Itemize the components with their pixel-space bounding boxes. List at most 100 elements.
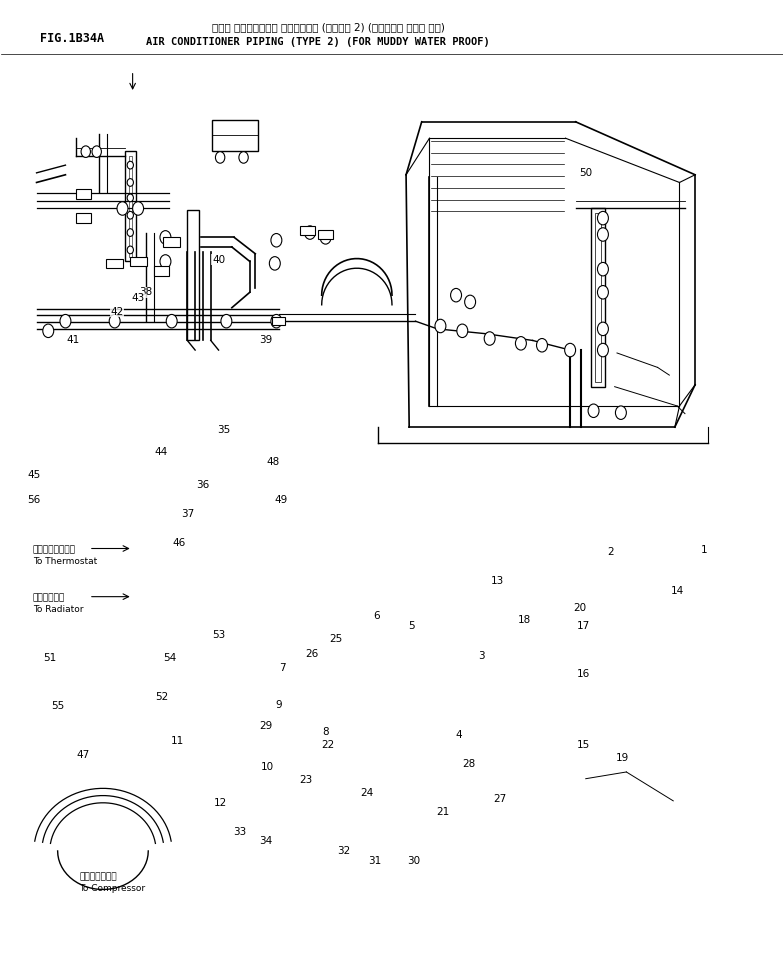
Bar [125, 151, 136, 262]
Circle shape [304, 226, 315, 240]
Circle shape [271, 315, 281, 327]
Circle shape [127, 246, 133, 254]
Circle shape [615, 406, 626, 419]
Bar [154, 267, 169, 276]
Text: 35: 35 [217, 425, 230, 435]
Circle shape [588, 404, 599, 417]
Text: 44: 44 [155, 447, 168, 457]
Bar [318, 230, 333, 240]
Text: 3: 3 [478, 651, 485, 662]
Text: 38: 38 [140, 287, 153, 298]
Text: 37: 37 [180, 509, 194, 519]
Text: 6: 6 [373, 611, 379, 621]
Text: 53: 53 [212, 630, 225, 640]
Circle shape [239, 152, 249, 163]
Circle shape [109, 315, 120, 327]
Circle shape [270, 257, 281, 270]
Circle shape [597, 322, 608, 335]
Text: 42: 42 [111, 306, 124, 317]
Text: 14: 14 [670, 586, 684, 596]
Text: エアー コンディショナ パイピング゛ (タイプ゛ 2) (ドロミス゛ ボウシ ヨウ): エアー コンディショナ パイピング゛ (タイプ゛ 2) (ドロミス゛ ボウシ ヨ… [212, 22, 445, 33]
Text: 41: 41 [67, 335, 80, 346]
Text: FIG.1B34A: FIG.1B34A [41, 32, 104, 45]
Text: 12: 12 [213, 798, 227, 808]
Text: 8: 8 [322, 726, 329, 736]
Text: コンプレッサへ
To Compressor: コンプレッサへ To Compressor [79, 872, 146, 894]
Circle shape [485, 331, 495, 345]
Text: 10: 10 [260, 762, 274, 772]
Text: 29: 29 [259, 721, 272, 730]
Circle shape [457, 324, 468, 337]
Bar [212, 120, 258, 151]
Circle shape [160, 255, 171, 269]
Text: 1: 1 [701, 546, 708, 555]
Text: 7: 7 [279, 663, 286, 673]
Bar [591, 209, 605, 386]
Text: 45: 45 [27, 470, 41, 480]
Circle shape [435, 319, 446, 332]
Circle shape [597, 212, 608, 225]
Text: サーモスタットへ
To Thermostat: サーモスタットへ To Thermostat [33, 545, 97, 566]
Text: 34: 34 [259, 837, 272, 846]
Text: 24: 24 [361, 788, 374, 798]
Text: 47: 47 [77, 750, 90, 759]
Text: 22: 22 [321, 740, 335, 750]
Text: 25: 25 [329, 634, 343, 644]
Bar [299, 226, 315, 236]
Circle shape [127, 229, 133, 237]
Circle shape [127, 161, 133, 169]
Bar [129, 257, 147, 267]
Text: 48: 48 [267, 457, 280, 467]
Text: 52: 52 [155, 692, 168, 702]
Text: 20: 20 [573, 603, 586, 613]
Circle shape [117, 202, 128, 215]
Text: ラジェータへ
To Radiator: ラジェータへ To Radiator [33, 593, 83, 613]
Text: 39: 39 [259, 335, 272, 346]
Text: 50: 50 [579, 168, 592, 178]
Text: 17: 17 [577, 620, 590, 631]
Text: 26: 26 [306, 649, 319, 660]
Text: 43: 43 [132, 293, 145, 303]
Bar [75, 189, 91, 199]
Bar [129, 156, 132, 257]
Circle shape [536, 338, 547, 352]
Text: 33: 33 [233, 827, 246, 837]
Circle shape [597, 343, 608, 356]
Bar [273, 317, 285, 325]
Text: 28: 28 [462, 759, 475, 769]
Bar [595, 213, 601, 382]
Text: 46: 46 [173, 538, 186, 548]
Circle shape [597, 263, 608, 276]
Bar [187, 211, 199, 340]
Bar [75, 213, 91, 223]
Bar [163, 238, 180, 247]
Text: 54: 54 [163, 653, 176, 664]
Text: 55: 55 [51, 701, 64, 712]
Circle shape [271, 234, 281, 247]
Text: 9: 9 [275, 699, 282, 710]
Text: 19: 19 [616, 753, 629, 763]
Circle shape [221, 315, 232, 327]
Text: 13: 13 [491, 577, 504, 586]
Text: 27: 27 [493, 794, 506, 804]
Text: 30: 30 [408, 856, 420, 866]
Bar [106, 259, 123, 269]
Circle shape [160, 231, 171, 244]
Circle shape [166, 315, 177, 327]
Text: 32: 32 [337, 846, 350, 856]
Circle shape [515, 336, 526, 350]
Text: 18: 18 [518, 614, 532, 625]
Circle shape [597, 228, 608, 242]
Circle shape [60, 315, 71, 327]
Circle shape [564, 343, 575, 356]
Text: AIR CONDITIONER PIPING (TYPE 2) (FOR MUDDY WATER PROOF): AIR CONDITIONER PIPING (TYPE 2) (FOR MUD… [146, 37, 490, 47]
Circle shape [465, 296, 476, 309]
Circle shape [81, 146, 90, 157]
Text: 31: 31 [368, 856, 382, 866]
Text: 40: 40 [212, 254, 225, 265]
Circle shape [216, 152, 225, 163]
Circle shape [127, 194, 133, 202]
Text: 15: 15 [577, 740, 590, 750]
Circle shape [127, 212, 133, 219]
Text: 4: 4 [455, 730, 462, 740]
